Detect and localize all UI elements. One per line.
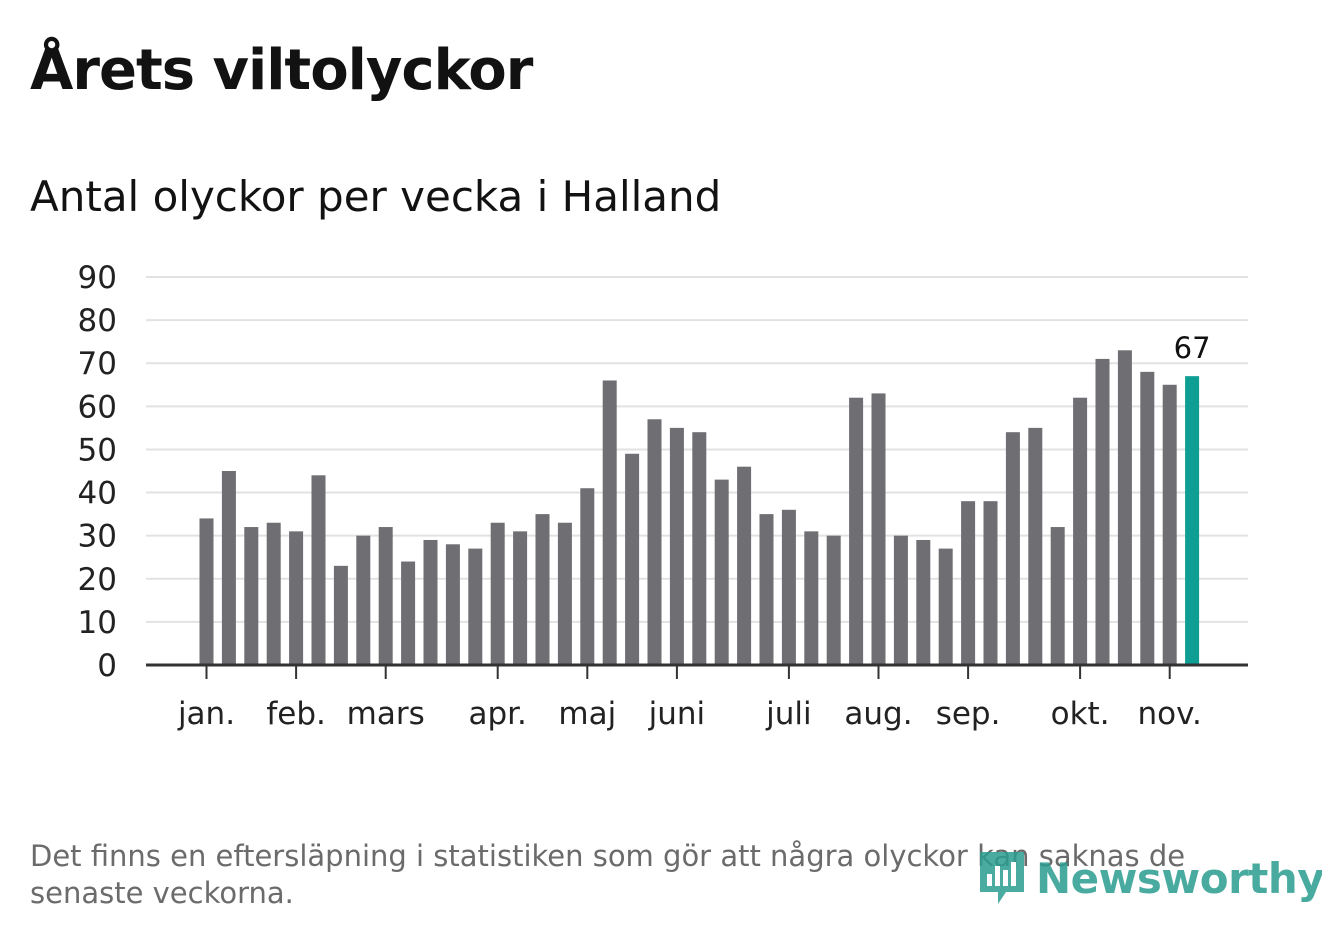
y-tick-label: 40 xyxy=(78,476,117,512)
y-tick-label: 80 xyxy=(78,303,117,339)
bar xyxy=(804,531,819,665)
bar xyxy=(625,453,640,665)
x-tick-label: nov. xyxy=(1137,696,1201,732)
bar xyxy=(468,548,483,665)
bar xyxy=(266,522,281,665)
y-tick-label: 30 xyxy=(78,519,117,555)
bar xyxy=(1073,397,1088,665)
x-tick-label: feb. xyxy=(266,696,326,732)
bar xyxy=(893,535,908,665)
bar xyxy=(199,518,214,665)
y-tick-label: 20 xyxy=(78,562,117,598)
chart-title: Årets viltolyckor xyxy=(30,38,533,103)
bar xyxy=(714,479,729,665)
x-tick-label: mars xyxy=(347,696,425,732)
bar xyxy=(602,380,617,665)
newsworthy-logo: Newsworthy xyxy=(976,846,1322,910)
bar xyxy=(983,501,998,665)
bar xyxy=(781,509,796,665)
bar xyxy=(1005,432,1020,665)
bar xyxy=(759,514,774,665)
bar xyxy=(826,535,841,665)
bar xyxy=(378,527,393,665)
bar xyxy=(289,531,304,665)
y-tick-label: 0 xyxy=(97,648,117,684)
bar xyxy=(849,397,864,665)
bar xyxy=(647,419,662,665)
bar xyxy=(244,527,259,665)
y-tick-label: 50 xyxy=(78,432,117,468)
y-tick-label: 60 xyxy=(78,389,117,425)
bar xyxy=(1050,527,1065,665)
bar xyxy=(916,539,931,665)
x-tick-label: okt. xyxy=(1051,696,1110,732)
bar xyxy=(938,548,953,665)
y-tick-label: 90 xyxy=(78,260,117,296)
bar xyxy=(871,393,886,665)
bar xyxy=(1117,350,1132,665)
bar xyxy=(737,466,752,665)
chart-subtitle: Antal olyckor per vecka i Halland xyxy=(30,172,722,221)
bar xyxy=(580,488,595,665)
bar xyxy=(311,475,326,665)
bar xyxy=(356,535,371,665)
bar-highlight xyxy=(1185,376,1200,665)
y-tick-label: 10 xyxy=(78,605,117,641)
bar xyxy=(1162,384,1177,665)
bar xyxy=(445,544,460,665)
bar xyxy=(669,427,684,665)
highlight-data-label: 67 xyxy=(1174,331,1211,365)
x-tick-label: maj xyxy=(558,696,616,732)
bar xyxy=(692,432,707,665)
bar xyxy=(557,522,572,665)
bar xyxy=(490,522,505,665)
x-tick-label: juli xyxy=(765,696,812,732)
x-tick-label: aug. xyxy=(844,696,912,732)
bar xyxy=(333,565,348,665)
bar xyxy=(221,471,236,665)
newsworthy-logo-text: Newsworthy xyxy=(1036,853,1322,903)
x-tick-label: jan. xyxy=(177,696,235,732)
bar xyxy=(535,514,550,665)
bar xyxy=(961,501,976,665)
bar xyxy=(1140,371,1155,665)
x-tick-label: juni xyxy=(648,696,706,732)
bar xyxy=(513,531,528,665)
bar xyxy=(1028,427,1043,665)
bar xyxy=(401,561,416,665)
newsworthy-logo-icon xyxy=(980,852,1024,904)
bar xyxy=(1095,358,1110,665)
y-tick-label: 70 xyxy=(78,346,117,382)
x-tick-label: sep. xyxy=(936,696,1001,732)
x-tick-label: apr. xyxy=(468,696,526,732)
bar xyxy=(423,539,438,665)
